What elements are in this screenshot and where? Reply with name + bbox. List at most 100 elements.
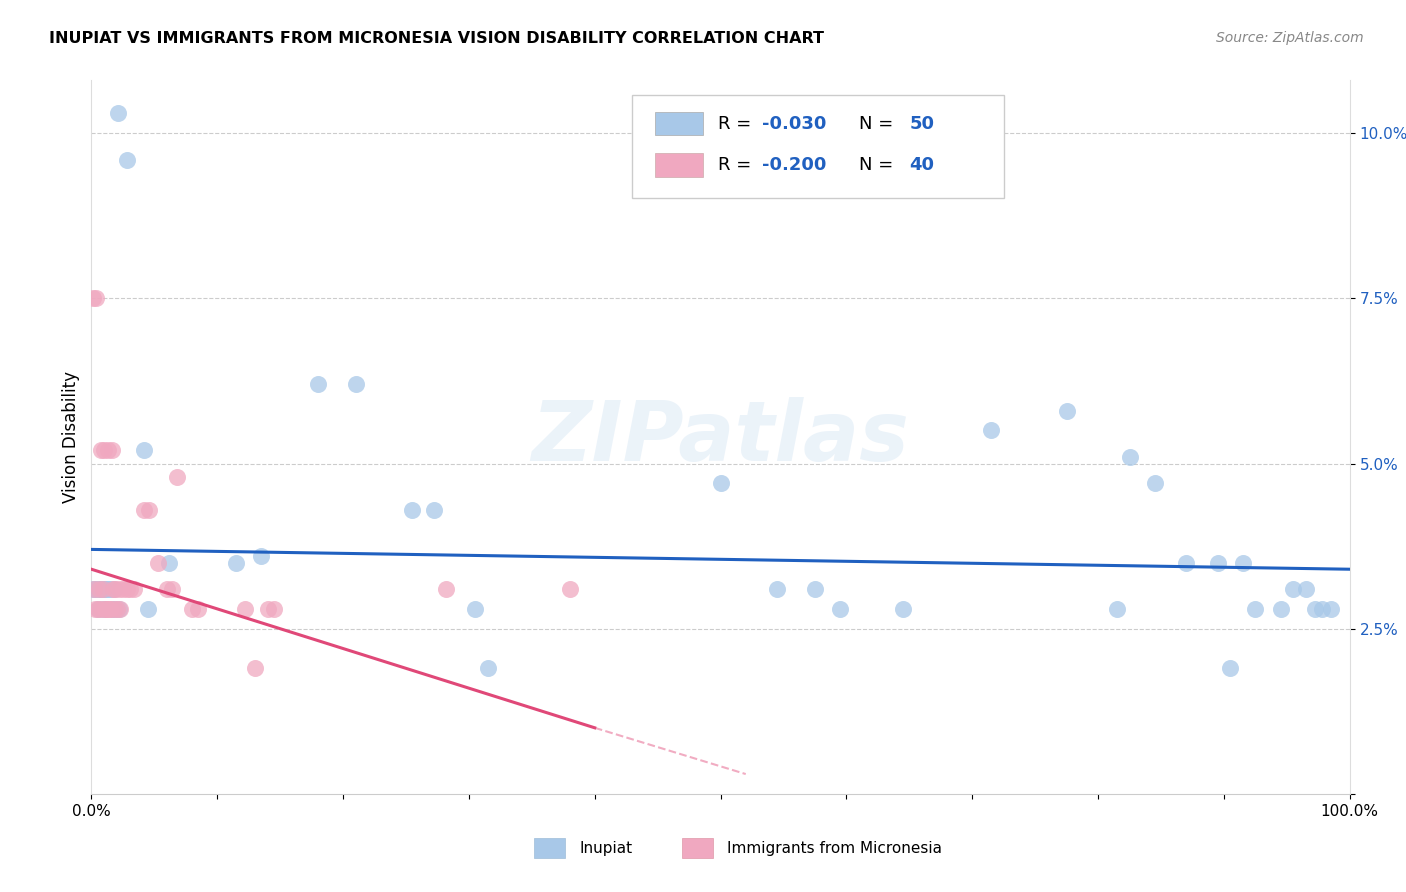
Point: [82, 291, 104, 305]
Text: N =: N =: [859, 156, 898, 174]
Point: [84, 602, 107, 616]
Point: [97, 443, 120, 458]
Point: [98, 602, 121, 616]
Point: [82, 582, 104, 596]
Point: [157, 556, 180, 570]
Point: [1056, 403, 1078, 417]
Point: [1118, 450, 1140, 464]
Point: [103, 602, 125, 616]
Point: [160, 582, 183, 596]
Point: [243, 661, 266, 675]
Point: [1175, 556, 1198, 570]
Point: [122, 582, 145, 596]
FancyBboxPatch shape: [633, 95, 1004, 198]
Text: 50: 50: [910, 115, 935, 133]
Point: [93, 582, 115, 596]
Point: [87, 582, 110, 596]
Point: [98, 582, 121, 596]
Point: [86, 291, 108, 305]
Point: [90, 602, 112, 616]
Text: N =: N =: [859, 115, 898, 133]
Point: [108, 602, 131, 616]
Point: [105, 602, 128, 616]
Point: [103, 582, 125, 596]
Y-axis label: Vision Disability: Vision Disability: [62, 371, 80, 503]
Point: [464, 602, 486, 616]
Point: [980, 424, 1002, 438]
Point: [100, 602, 122, 616]
Point: [1310, 602, 1333, 616]
Point: [709, 476, 731, 491]
Point: [107, 106, 129, 120]
Point: [115, 582, 138, 596]
Point: [1206, 556, 1229, 570]
Bar: [655, 153, 703, 177]
Point: [96, 602, 118, 616]
Point: [90, 443, 112, 458]
Point: [93, 443, 115, 458]
Point: [401, 502, 423, 516]
Bar: [655, 112, 703, 136]
Point: [104, 582, 127, 596]
Point: [307, 377, 329, 392]
Point: [263, 602, 285, 616]
Point: [344, 377, 367, 392]
Point: [104, 602, 127, 616]
Text: -0.030: -0.030: [762, 115, 827, 133]
Point: [830, 602, 852, 616]
Point: [90, 582, 112, 596]
Point: [101, 582, 124, 596]
Point: [434, 582, 457, 596]
Text: 40: 40: [910, 156, 935, 174]
Point: [225, 556, 247, 570]
Point: [250, 549, 273, 563]
Point: [91, 602, 114, 616]
Point: [97, 582, 120, 596]
Point: [136, 602, 159, 616]
Point: [111, 582, 134, 596]
Point: [233, 602, 256, 616]
Point: [98, 602, 121, 616]
Point: [1295, 582, 1317, 596]
Text: R =: R =: [718, 115, 756, 133]
Point: [477, 661, 499, 675]
Point: [89, 582, 111, 596]
Point: [256, 602, 278, 616]
Point: [766, 582, 789, 596]
Point: [1303, 602, 1326, 616]
Point: [108, 582, 131, 596]
Point: [100, 443, 122, 458]
Point: [134, 502, 156, 516]
Point: [96, 602, 118, 616]
Point: [1232, 556, 1254, 570]
Point: [891, 602, 914, 616]
Text: -0.200: -0.200: [762, 156, 827, 174]
Point: [86, 602, 108, 616]
Point: [91, 582, 114, 596]
Point: [804, 582, 827, 596]
Point: [1105, 602, 1128, 616]
Point: [120, 582, 142, 596]
Point: [94, 582, 117, 596]
Text: Inupiat: Inupiat: [579, 841, 633, 855]
Point: [86, 602, 108, 616]
Point: [138, 502, 160, 516]
Point: [94, 602, 117, 616]
Point: [558, 582, 581, 596]
Point: [156, 582, 179, 596]
Point: [1244, 602, 1267, 616]
Text: Source: ZipAtlas.com: Source: ZipAtlas.com: [1216, 31, 1364, 45]
Point: [1270, 602, 1292, 616]
Point: [110, 602, 132, 616]
Text: Immigrants from Micronesia: Immigrants from Micronesia: [727, 841, 942, 855]
Point: [422, 502, 444, 516]
Point: [86, 582, 108, 596]
Point: [166, 469, 188, 483]
Point: [115, 153, 138, 167]
Text: INUPIAT VS IMMIGRANTS FROM MICRONESIA VISION DISABILITY CORRELATION CHART: INUPIAT VS IMMIGRANTS FROM MICRONESIA VI…: [49, 31, 824, 46]
Point: [134, 443, 156, 458]
Point: [1282, 582, 1305, 596]
Point: [1219, 661, 1241, 675]
Text: ZIPatlas: ZIPatlas: [531, 397, 910, 477]
Point: [84, 582, 107, 596]
